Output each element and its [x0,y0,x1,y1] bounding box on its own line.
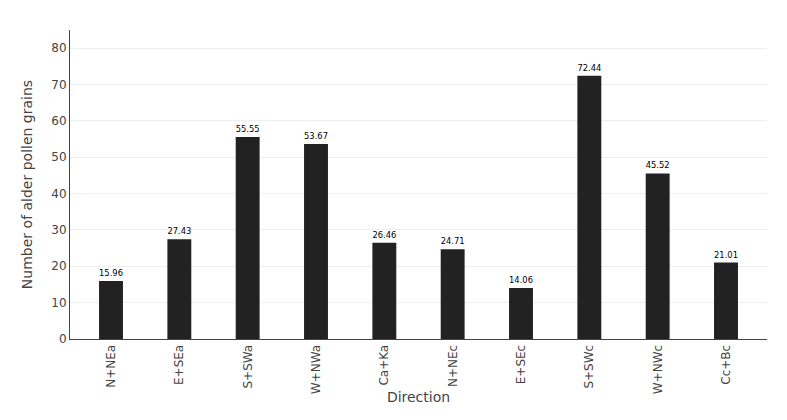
svg-text:80: 80 [51,41,66,55]
svg-text:0: 0 [59,332,67,346]
svg-text:E+SEa: E+SEa [172,345,186,385]
svg-text:55.55: 55.55 [236,124,260,134]
svg-text:N+NEa: N+NEa [104,345,118,388]
svg-text:72.44: 72.44 [577,63,601,73]
svg-text:S+SWc: S+SWc [582,345,596,389]
svg-text:53.67: 53.67 [304,131,328,141]
svg-text:Cc+Bc: Cc+Bc [719,345,733,385]
svg-text:W+NWa: W+NWa [309,345,323,394]
svg-text:15.96: 15.96 [99,268,123,278]
svg-text:45.52: 45.52 [646,160,670,170]
svg-text:60: 60 [51,114,66,128]
svg-text:Ca+Ka: Ca+Ka [377,345,391,386]
svg-text:10: 10 [51,296,66,310]
svg-text:24.71: 24.71 [441,236,465,246]
svg-text:50: 50 [51,150,66,164]
svg-text:Direction: Direction [387,389,450,405]
svg-text:21.01: 21.01 [714,250,738,260]
svg-text:27.43: 27.43 [167,226,191,236]
svg-text:E+SEc: E+SEc [514,345,528,384]
svg-text:N+NEc: N+NEc [446,345,460,387]
svg-text:W+NWc: W+NWc [651,345,665,394]
svg-text:Number of alder pollen grains: Number of alder pollen grains [19,80,35,289]
svg-text:40: 40 [51,187,66,201]
svg-text:30: 30 [51,223,66,237]
svg-text:14.06: 14.06 [509,275,533,285]
svg-text:26.46: 26.46 [372,230,396,240]
svg-text:70: 70 [51,78,66,92]
svg-text:20: 20 [51,259,66,273]
svg-text:S+SWa: S+SWa [241,345,255,389]
